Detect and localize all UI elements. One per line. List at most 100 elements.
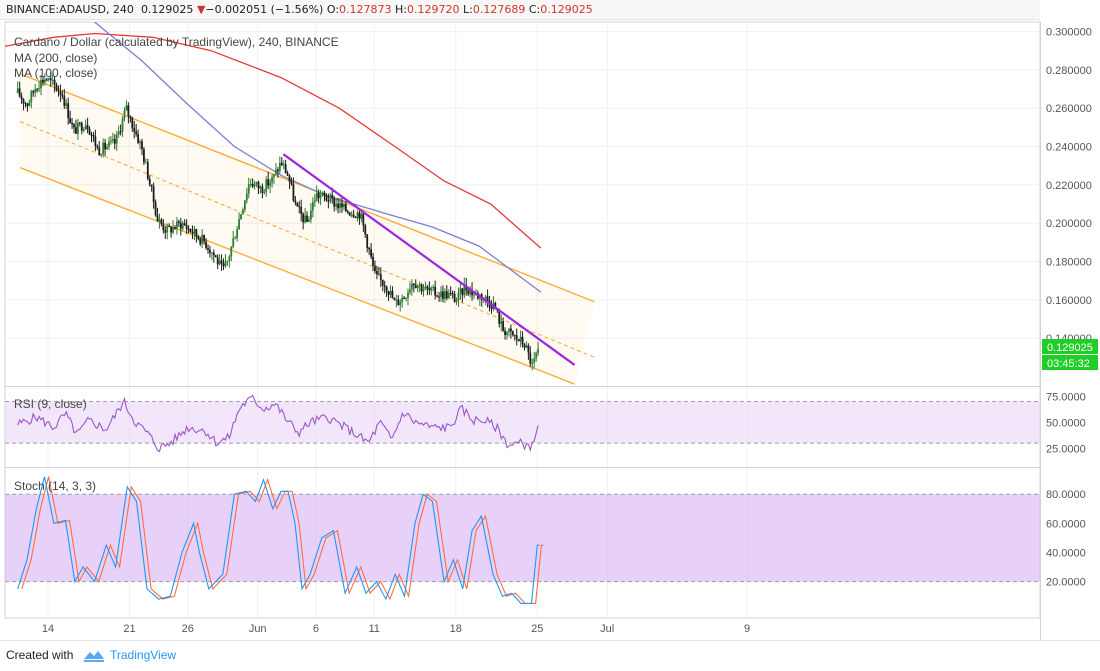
candle [73,122,75,134]
low-value: 0.127689 [472,3,526,16]
candle [358,208,361,225]
candle [121,115,124,137]
candle [179,217,182,236]
candle [374,260,376,274]
candle-body [131,117,134,129]
candle-body [144,162,147,164]
candle-body [315,192,318,201]
stoch-tick-label: 40.0000 [1046,547,1086,559]
candle-body [430,287,433,291]
candle [308,216,310,223]
candle [203,234,206,245]
candle-body [399,302,402,306]
candle-body [94,136,97,147]
price-axis[interactable]: 0.300000 0.280000 0.260000 0.240000 0.220000… [1046,27,1092,346]
candle [195,228,198,243]
candle [337,197,339,214]
candle [436,294,439,298]
candle-body [216,257,219,265]
candle [148,175,151,187]
candle [61,90,64,100]
candle-body [119,131,122,133]
candle-body [148,178,151,185]
candle-body [205,241,207,248]
candle [366,233,369,253]
candle [207,244,209,254]
candle [82,126,85,133]
candle-body [22,99,25,104]
candle-body [30,91,33,102]
candle [38,80,40,93]
candle-body [288,175,291,182]
candle [300,199,303,222]
candle-body [535,352,538,359]
candle-body [486,296,489,301]
candle-body [469,289,472,295]
candle [440,286,442,302]
candle [469,285,472,298]
price-tick-label: 0.280000 [1046,65,1092,77]
price-tick-label: 0.260000 [1046,103,1092,115]
candle-body [73,124,75,128]
candle [399,299,402,312]
candle-body [473,294,475,296]
candle-body [341,203,343,208]
candle-body [251,183,254,187]
price-pane[interactable] [5,22,1040,386]
chart-legend: Cardano / Dollar (calculated by TradingV… [14,35,339,80]
chart-area[interactable]: Cardano / Dollar (calculated by TradingV… [0,20,1100,640]
candle-body [354,217,357,219]
candle-body [51,79,54,81]
candle [292,177,295,202]
candle [445,285,448,301]
candle [486,289,489,308]
candle [102,138,105,158]
candle [430,286,433,296]
candle-body [121,118,124,132]
last-price-tag: 0.129025 03:45:32 [1042,339,1098,370]
rsi-axis[interactable]: 75.0000 50.0000 25.0000 [1046,391,1086,455]
time-axis[interactable]: 14 21 26 Jun 6 11 18 25 Jul 9 [42,623,750,635]
candle [228,254,231,268]
tradingview-link[interactable]: TradingView [110,648,177,662]
candle-body [261,186,264,193]
candle-body [304,215,306,223]
candle-body [395,299,398,301]
candle-body [352,214,355,218]
trendline[interactable] [282,153,576,366]
candle [304,208,306,224]
candle-body [84,125,87,130]
candle [176,217,178,235]
countdown-label: 03:45:32 [1047,358,1090,370]
candle [20,92,23,104]
candle-body [412,283,415,286]
candle [313,194,316,207]
candle [75,119,77,135]
candle [238,212,240,230]
candle [346,209,349,215]
candle-body [117,131,120,135]
candle [329,192,332,204]
candle-body [321,192,324,196]
candle-body [125,105,128,111]
candle-body [43,79,46,83]
candle [506,331,508,340]
candle [372,252,374,272]
candle-body [249,183,252,185]
candle [370,243,372,260]
candle-body [366,234,369,248]
candle-body [189,228,192,233]
candle-body [166,226,169,233]
time-tick-label: 11 [368,623,379,635]
candle-body [47,78,50,80]
candle [362,212,365,232]
candle [434,280,437,300]
stoch-axis[interactable]: 80.0000 60.0000 40.0000 20.0000 [1046,489,1086,588]
open-label: O: [326,3,340,16]
candle [298,200,301,214]
channel-mid-line [19,121,595,358]
candle [43,73,46,86]
candle-body [207,247,209,250]
candle-body [344,203,347,212]
candle-body [372,256,374,266]
